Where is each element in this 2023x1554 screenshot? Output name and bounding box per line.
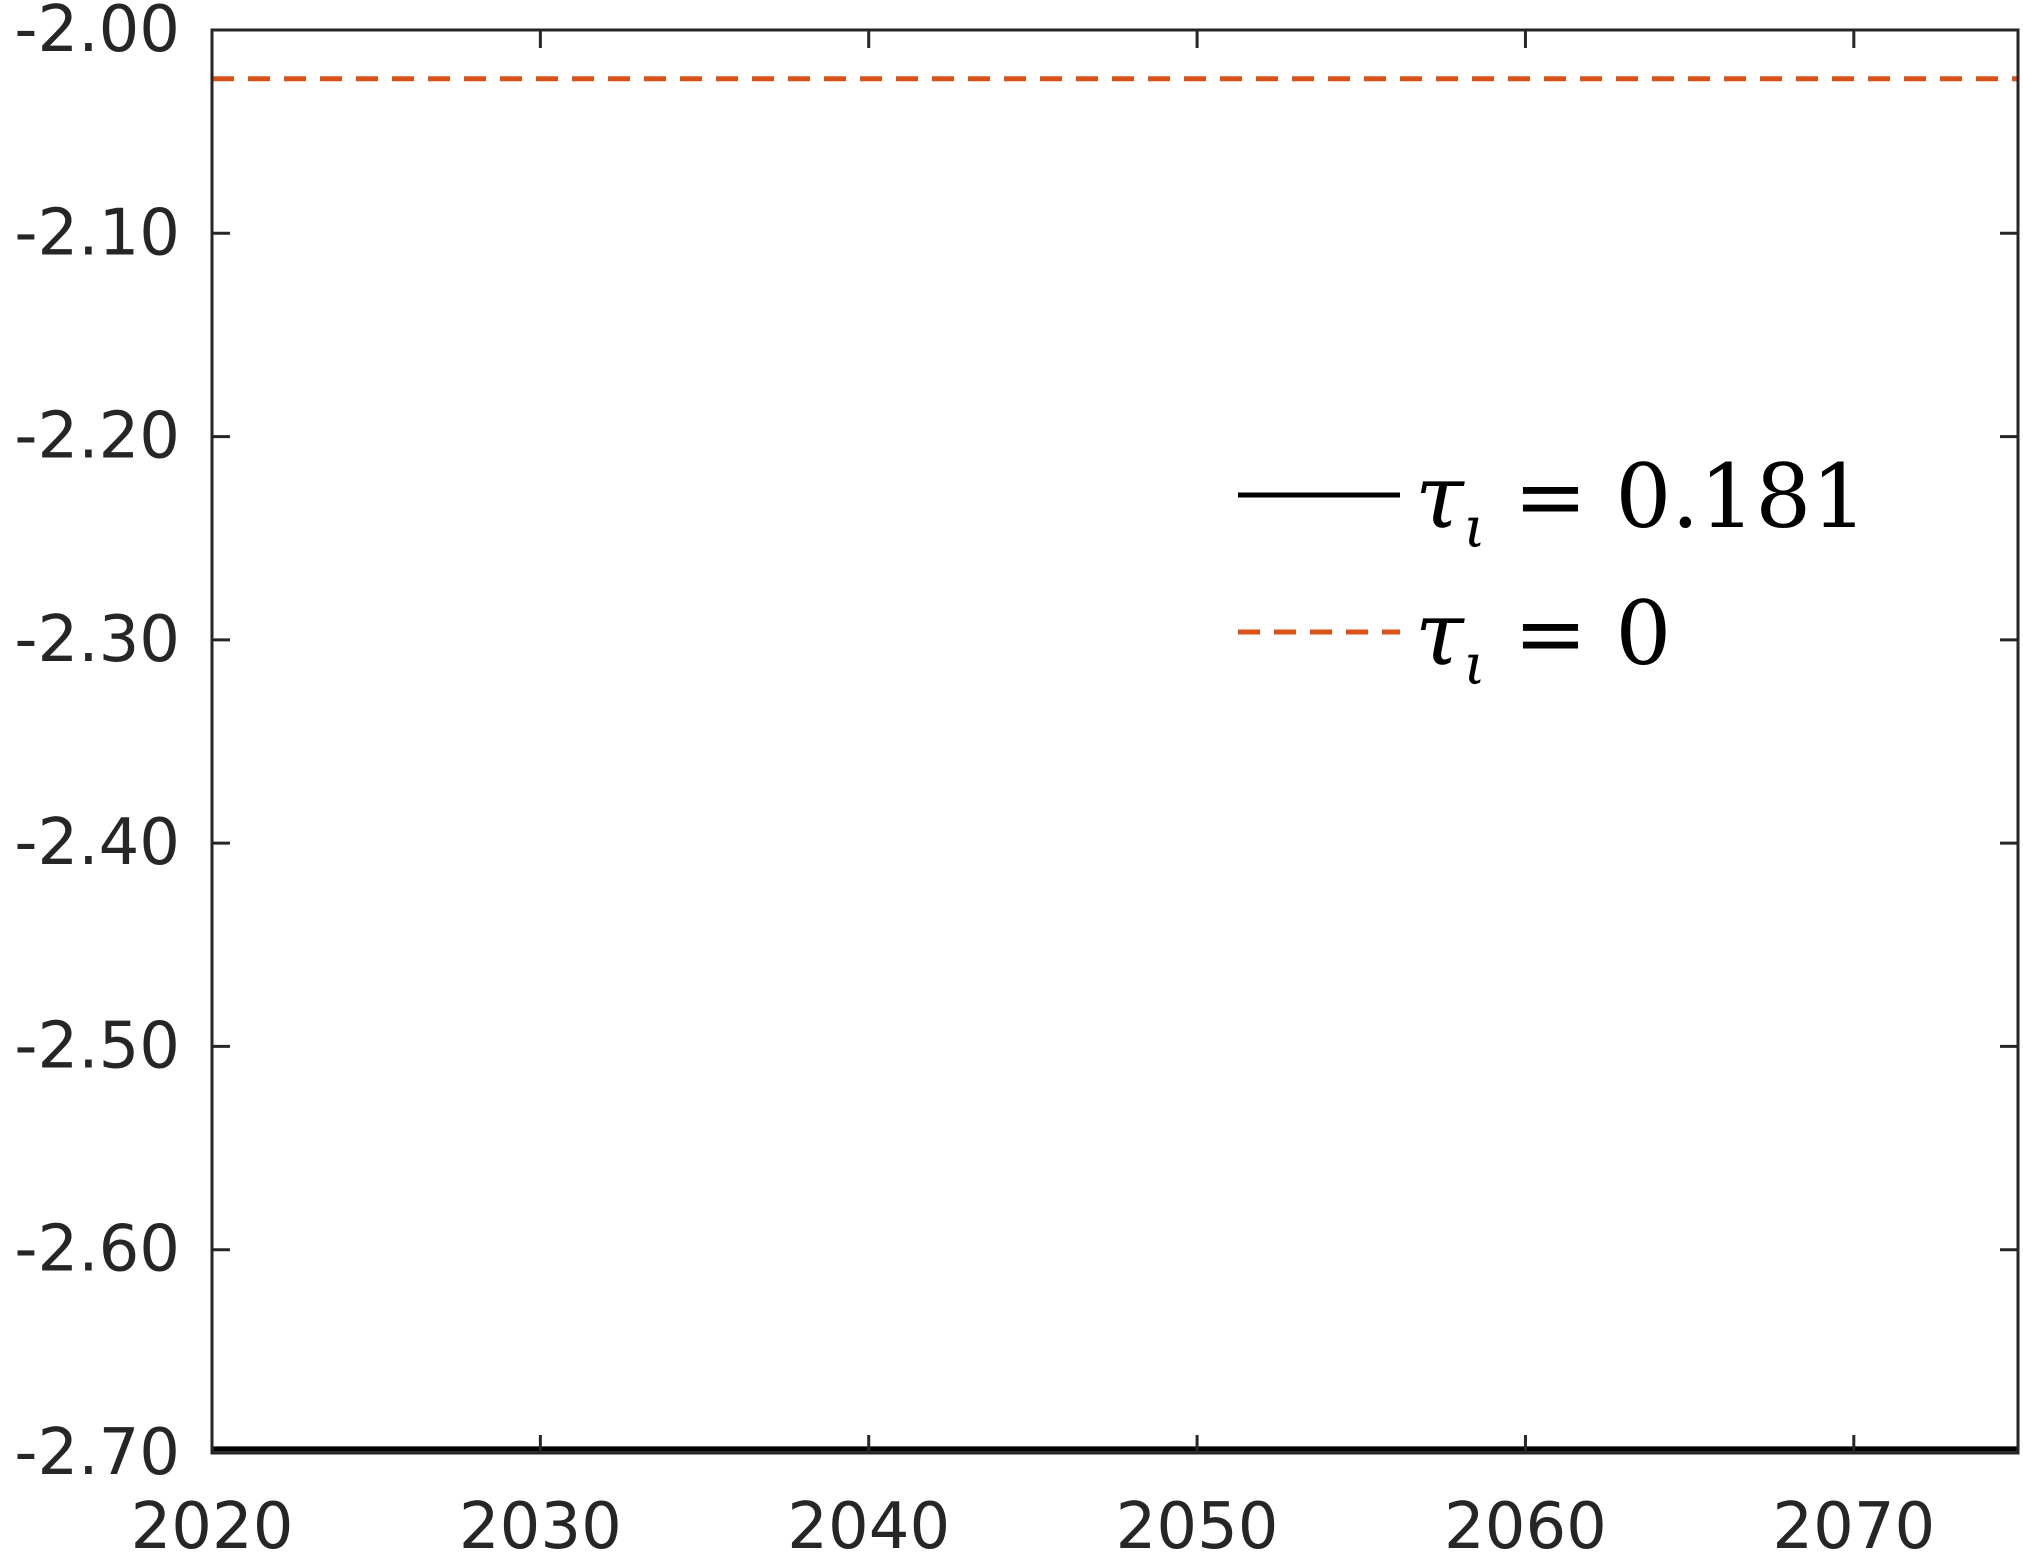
legend: τι = 0.181 τι = 0 [1238,445,1867,698]
y-tick-label: -2.50 [14,1009,180,1083]
plot-area-frame [210,28,2020,1455]
y-tick-label: -2.30 [14,603,180,677]
axis-ticks [210,28,2018,1455]
series-layer [212,76,2018,1452]
y-tick-label: -2.70 [14,1416,180,1490]
y-tick-label: -2.40 [14,806,180,880]
x-tick-label: 2020 [131,1490,294,1554]
y-tick-label: -2.20 [14,400,180,474]
y-tick-label: -2.10 [14,196,180,270]
x-tick-label: 2060 [1444,1490,1607,1554]
legend-label-2: τι = 0 [1415,582,1671,698]
x-tick-label: 2050 [1116,1490,1279,1554]
x-tick-label: 2040 [787,1490,950,1554]
legend-label-1: τι = 0.181 [1415,445,1867,561]
x-tick-label: 2070 [1772,1490,1935,1554]
y-tick-label: -2.60 [14,1213,180,1287]
x-tick-label: 2030 [459,1490,622,1554]
axis-tick-labels: -2.00 -2.10 -2.20 -2.30 -2.40 -2.50 -2.60 -2.70… [14,0,1935,1554]
y-tick-label: -2.00 [14,0,180,67]
